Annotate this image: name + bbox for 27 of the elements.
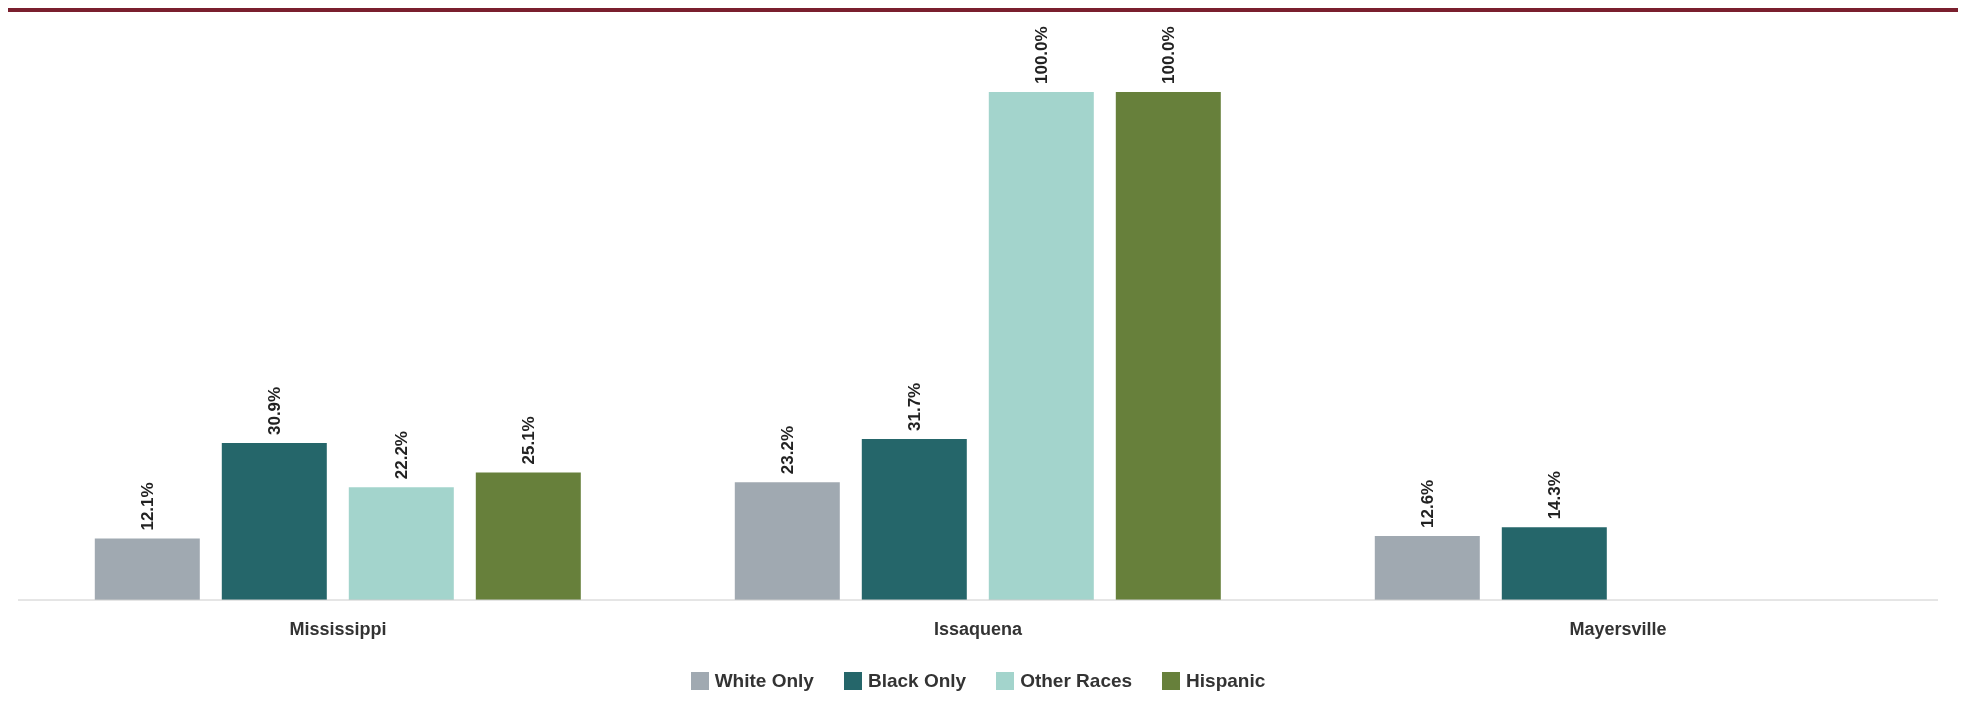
bar [475, 472, 581, 600]
x-tick-label: Issaquena [933, 618, 1024, 639]
data-label: 100.0% [1032, 26, 1052, 84]
data-label: 12.1% [138, 482, 158, 531]
bar [861, 438, 967, 600]
legend-label: Other Races [1020, 670, 1133, 692]
bar [221, 443, 327, 600]
bar [1115, 92, 1221, 600]
data-label: 12.6% [1418, 479, 1438, 528]
data-label: 23.2% [778, 425, 798, 475]
data-label: 100.0% [1159, 26, 1179, 84]
bar [1374, 535, 1480, 600]
x-tick-label: Mayersville [1569, 618, 1667, 639]
bar [1501, 527, 1607, 600]
bar [734, 482, 840, 600]
legend-label: Black Only [867, 670, 967, 692]
data-label: 30.9% [265, 386, 285, 436]
x-tick-label: Mississippi [289, 618, 387, 639]
data-label: 14.3% [1545, 471, 1565, 520]
data-label: 25.1% [519, 416, 539, 465]
data-label: 31.7% [905, 382, 925, 431]
data-label: 22.2% [392, 431, 412, 480]
legend-label: White Only [714, 670, 814, 692]
bar [94, 538, 200, 600]
legend-label: Hispanic [1186, 670, 1266, 692]
bar [988, 92, 1094, 600]
bar [348, 487, 454, 600]
